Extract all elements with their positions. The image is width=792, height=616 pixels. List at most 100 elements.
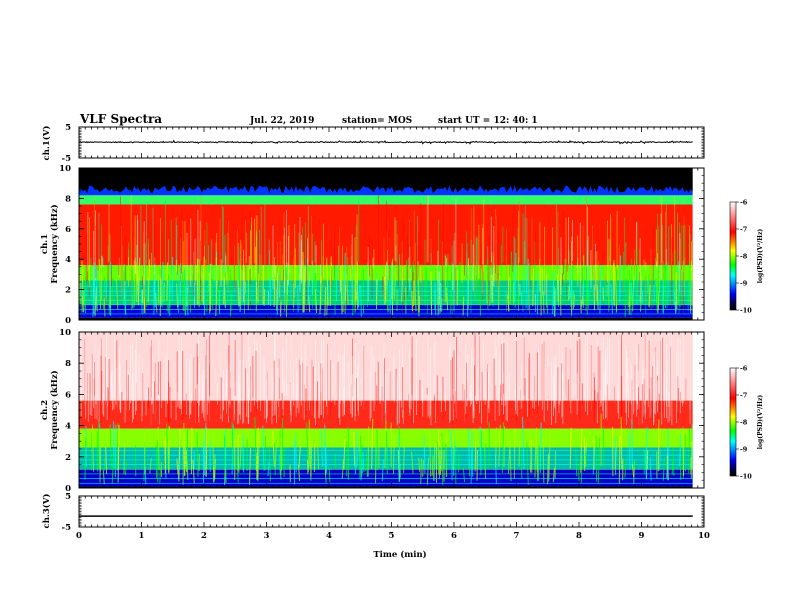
- burst: [187, 461, 188, 480]
- burst: [596, 436, 597, 482]
- colorbar-tick-label: -9: [740, 446, 748, 454]
- ch2-frequency-label: Frequency (kHz): [49, 370, 60, 449]
- burst: [543, 438, 544, 483]
- x-tick-label: 8: [576, 531, 582, 541]
- burst: [621, 417, 622, 469]
- y-tick-label: 0: [65, 316, 71, 326]
- ch1-spectrogram-panel: 0 2 4 6 8 10: [59, 164, 704, 326]
- x-tick-label: 4: [326, 531, 332, 541]
- y-tick-label: -5: [62, 154, 72, 164]
- ch1-waveform-panel: 5 -5: [62, 123, 704, 164]
- burst: [191, 428, 192, 474]
- burst: [412, 291, 413, 311]
- x-tick-label: 7: [514, 531, 520, 541]
- ch1-channel-label: ch.1: [40, 234, 50, 254]
- colorbar-label: log(PSD)(V²/Hz): [757, 395, 764, 450]
- colorbar-tick-label: -8: [740, 253, 748, 261]
- x-tick-label: 2: [201, 531, 207, 541]
- spectrogram-image: [79, 168, 693, 320]
- colorbar-tick-label: -7: [740, 392, 747, 400]
- burst: [431, 272, 432, 315]
- y-tick-label: 8: [65, 194, 71, 204]
- colorbar-tick-label: -10: [740, 473, 752, 481]
- burst: [274, 279, 275, 307]
- ch1-waveform-trace: [79, 141, 693, 144]
- burst: [390, 280, 391, 313]
- y-tick-label: 5: [65, 492, 71, 502]
- x-tick-label: 10: [698, 531, 710, 541]
- burst: [609, 294, 610, 307]
- ch1-colorbar: -6 -7 -8 -9 -10 log(PSD)(V²/Hz): [730, 199, 764, 315]
- y-tick-label: 8: [65, 359, 71, 369]
- burst: [393, 435, 394, 474]
- figure-title: VLF Spectra: [79, 112, 162, 126]
- spectrogram-image: [78, 332, 693, 488]
- date-label: Jul. 22, 2019: [249, 116, 314, 126]
- ch2-channel-label: ch.2: [40, 400, 50, 420]
- y-tick-label: 6: [65, 390, 71, 400]
- burst: [361, 285, 362, 316]
- burst: [476, 275, 477, 299]
- colorbar-tick-label: -8: [740, 419, 748, 427]
- burst: [689, 262, 690, 303]
- burst: [691, 261, 692, 311]
- burst: [160, 468, 161, 483]
- burst: [441, 284, 442, 311]
- y-tick-label: 2: [65, 286, 71, 296]
- start-ut-label: start UT = 12: 40: 1: [438, 116, 538, 126]
- burst: [418, 290, 419, 316]
- colorbar-scale: [730, 368, 736, 476]
- ch1-waveform-ylabel: ch.1(V): [41, 126, 52, 161]
- burst: [160, 278, 161, 316]
- ch3-waveform-panel: 5 -5 0 1 2 3 4 5 6 7 8 9 10: [62, 492, 710, 541]
- burst: [158, 274, 159, 304]
- colorbar-tick-label: -10: [740, 307, 752, 315]
- burst: [537, 273, 538, 314]
- ch3-waveform-ylabel: ch.3(V): [41, 494, 52, 529]
- y-tick-label: 10: [59, 328, 71, 338]
- burst: [203, 256, 204, 305]
- y-tick-label: 2: [65, 453, 71, 463]
- x-tick-label: 9: [639, 531, 645, 541]
- x-tick-label: 6: [451, 531, 457, 541]
- y-tick-label: 10: [59, 164, 71, 174]
- burst: [167, 262, 168, 300]
- burst: [496, 428, 497, 468]
- band-blue: [79, 305, 693, 318]
- colorbar-tick-label: -9: [740, 280, 748, 288]
- y-tick-label: -5: [62, 523, 72, 533]
- x-tick-label: 3: [264, 531, 270, 541]
- colorbar-scale: [730, 202, 736, 310]
- colorbar-tick-label: -6: [740, 365, 748, 373]
- burst: [636, 248, 637, 299]
- y-tick-label: 6: [65, 225, 71, 235]
- burst: [533, 268, 534, 306]
- x-tick-label: 0: [76, 531, 82, 541]
- burst: [658, 419, 659, 471]
- ch2-colorbar: -6 -7 -8 -9 -10 log(PSD)(V²/Hz): [730, 365, 764, 481]
- band-upper-green: [79, 195, 693, 204]
- burst: [676, 272, 677, 309]
- colorbar-tick-label: -6: [740, 199, 748, 207]
- x-axis-label: Time (min): [373, 549, 426, 560]
- y-tick-label: 5: [65, 123, 71, 133]
- y-tick-label: 4: [65, 255, 71, 265]
- burst: [446, 444, 447, 477]
- x-tick-label: 5: [389, 531, 395, 541]
- colorbar-tick-label: -7: [740, 226, 747, 234]
- colorbar-label: log(PSD)(V²/Hz): [757, 229, 764, 284]
- burst: [463, 283, 464, 305]
- burst: [190, 294, 191, 313]
- band-blue: [79, 469, 693, 486]
- y-tick-label: 4: [65, 422, 71, 432]
- burst: [335, 266, 336, 314]
- x-tick-label: 1: [139, 531, 145, 541]
- burst: [447, 262, 448, 300]
- ch1-frequency-label: Frequency (kHz): [49, 204, 60, 283]
- station-label: station= MOS: [342, 116, 412, 126]
- burst: [459, 262, 460, 300]
- burst: [180, 263, 181, 304]
- burst: [526, 270, 527, 308]
